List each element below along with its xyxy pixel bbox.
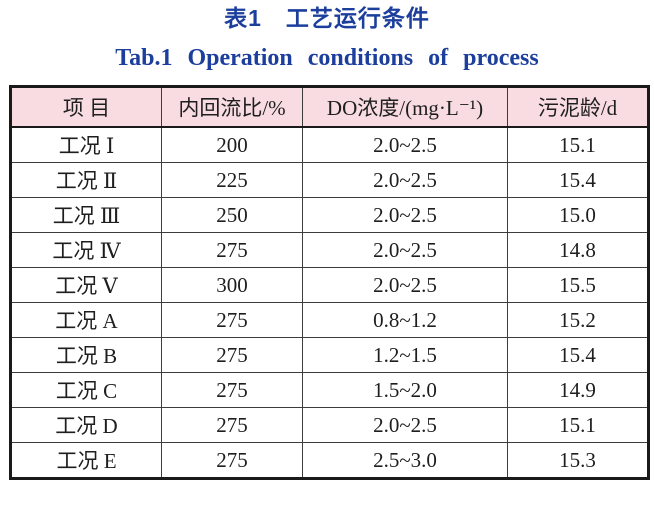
table-row: 工况 D 275 2.0~2.5 15.1 xyxy=(10,407,649,443)
table-body: 工况 Ⅰ 200 2.0~2.5 15.1 工况 Ⅱ 225 2.0~2.5 15.4 工况 Ⅲ… xyxy=(10,126,649,479)
cell-internal-reflux-ratio: 275 xyxy=(161,337,303,373)
cell-condition: 工况 Ⅱ xyxy=(10,162,162,198)
cell-sludge-age: 14.8 xyxy=(507,232,649,268)
cell-do-concentration: 1.2~1.5 xyxy=(302,337,508,373)
operation-conditions-table: 项 目 内回流比/% DO浓度/(mg·L⁻¹) 污泥龄/d 工况 Ⅰ 200 2.… xyxy=(9,85,650,480)
cell-do-concentration: 1.5~2.0 xyxy=(302,372,508,408)
cell-do-concentration: 2.0~2.5 xyxy=(302,407,508,443)
table-row: 工况 Ⅳ 275 2.0~2.5 14.8 xyxy=(10,232,649,268)
cell-condition: 工况 D xyxy=(10,407,162,443)
cell-condition: 工况 Ⅰ xyxy=(10,126,162,163)
cell-sludge-age: 14.9 xyxy=(507,372,649,408)
cell-sludge-age: 15.1 xyxy=(507,407,649,443)
cell-sludge-age: 15.1 xyxy=(507,126,649,163)
table-title-zh: 表1 工艺运行条件 xyxy=(224,5,430,31)
cell-do-concentration: 2.5~3.0 xyxy=(302,442,508,479)
cell-internal-reflux-ratio: 300 xyxy=(161,267,303,303)
cell-do-concentration: 0.8~1.2 xyxy=(302,302,508,338)
cell-internal-reflux-ratio: 275 xyxy=(161,372,303,408)
cell-internal-reflux-ratio: 275 xyxy=(161,442,303,479)
cell-sludge-age: 15.3 xyxy=(507,442,649,479)
cell-do-concentration: 2.0~2.5 xyxy=(302,162,508,198)
header-row: 项 目 内回流比/% DO浓度/(mg·L⁻¹) 污泥龄/d xyxy=(10,86,649,128)
table-row: 工况 A 275 0.8~1.2 15.2 xyxy=(10,302,649,338)
cell-internal-reflux-ratio: 250 xyxy=(161,197,303,233)
table-row: 工况 C 275 1.5~2.0 14.9 xyxy=(10,372,649,408)
table-row: 工况 Ⅰ 200 2.0~2.5 15.1 xyxy=(10,126,649,163)
paper-table-figure: 表1 工艺运行条件 Tab.1 Operation conditions of … xyxy=(0,5,654,507)
cell-internal-reflux-ratio: 275 xyxy=(161,407,303,443)
cell-do-concentration: 2.0~2.5 xyxy=(302,126,508,163)
col-header-item: 项 目 xyxy=(10,86,162,128)
cell-condition: 工况 C xyxy=(10,372,162,408)
cell-internal-reflux-ratio: 200 xyxy=(161,126,303,163)
cell-internal-reflux-ratio: 225 xyxy=(161,162,303,198)
cell-condition: 工况 Ⅴ xyxy=(10,267,162,303)
col-header-do-concentration: DO浓度/(mg·L⁻¹) xyxy=(302,86,508,128)
table-title-en: Tab.1 Operation conditions of process xyxy=(115,45,539,71)
cell-internal-reflux-ratio: 275 xyxy=(161,232,303,268)
table-row: 工况 Ⅴ 300 2.0~2.5 15.5 xyxy=(10,267,649,303)
col-header-internal-reflux-ratio: 内回流比/% xyxy=(161,86,303,128)
table-head: 项 目 内回流比/% DO浓度/(mg·L⁻¹) 污泥龄/d xyxy=(10,86,649,128)
cell-sludge-age: 15.4 xyxy=(507,337,649,373)
cell-internal-reflux-ratio: 275 xyxy=(161,302,303,338)
table-row: 工况 Ⅱ 225 2.0~2.5 15.4 xyxy=(10,162,649,198)
cell-condition: 工况 Ⅳ xyxy=(10,232,162,268)
page: { "titles": { "zh": "表1 工艺运行条件", "en": "… xyxy=(0,5,654,507)
table-row: 工况 Ⅲ 250 2.0~2.5 15.0 xyxy=(10,197,649,233)
cell-sludge-age: 15.4 xyxy=(507,162,649,198)
cell-sludge-age: 15.2 xyxy=(507,302,649,338)
cell-sludge-age: 15.0 xyxy=(507,197,649,233)
cell-condition: 工况 A xyxy=(10,302,162,338)
cell-do-concentration: 2.0~2.5 xyxy=(302,197,508,233)
cell-do-concentration: 2.0~2.5 xyxy=(302,232,508,268)
cell-condition: 工况 E xyxy=(10,442,162,479)
cell-do-concentration: 2.0~2.5 xyxy=(302,267,508,303)
cell-condition: 工况 Ⅲ xyxy=(10,197,162,233)
table-row: 工况 B 275 1.2~1.5 15.4 xyxy=(10,337,649,373)
cell-condition: 工况 B xyxy=(10,337,162,373)
table-row: 工况 E 275 2.5~3.0 15.3 xyxy=(10,442,649,479)
col-header-sludge-age: 污泥龄/d xyxy=(507,86,649,128)
cell-sludge-age: 15.5 xyxy=(507,267,649,303)
